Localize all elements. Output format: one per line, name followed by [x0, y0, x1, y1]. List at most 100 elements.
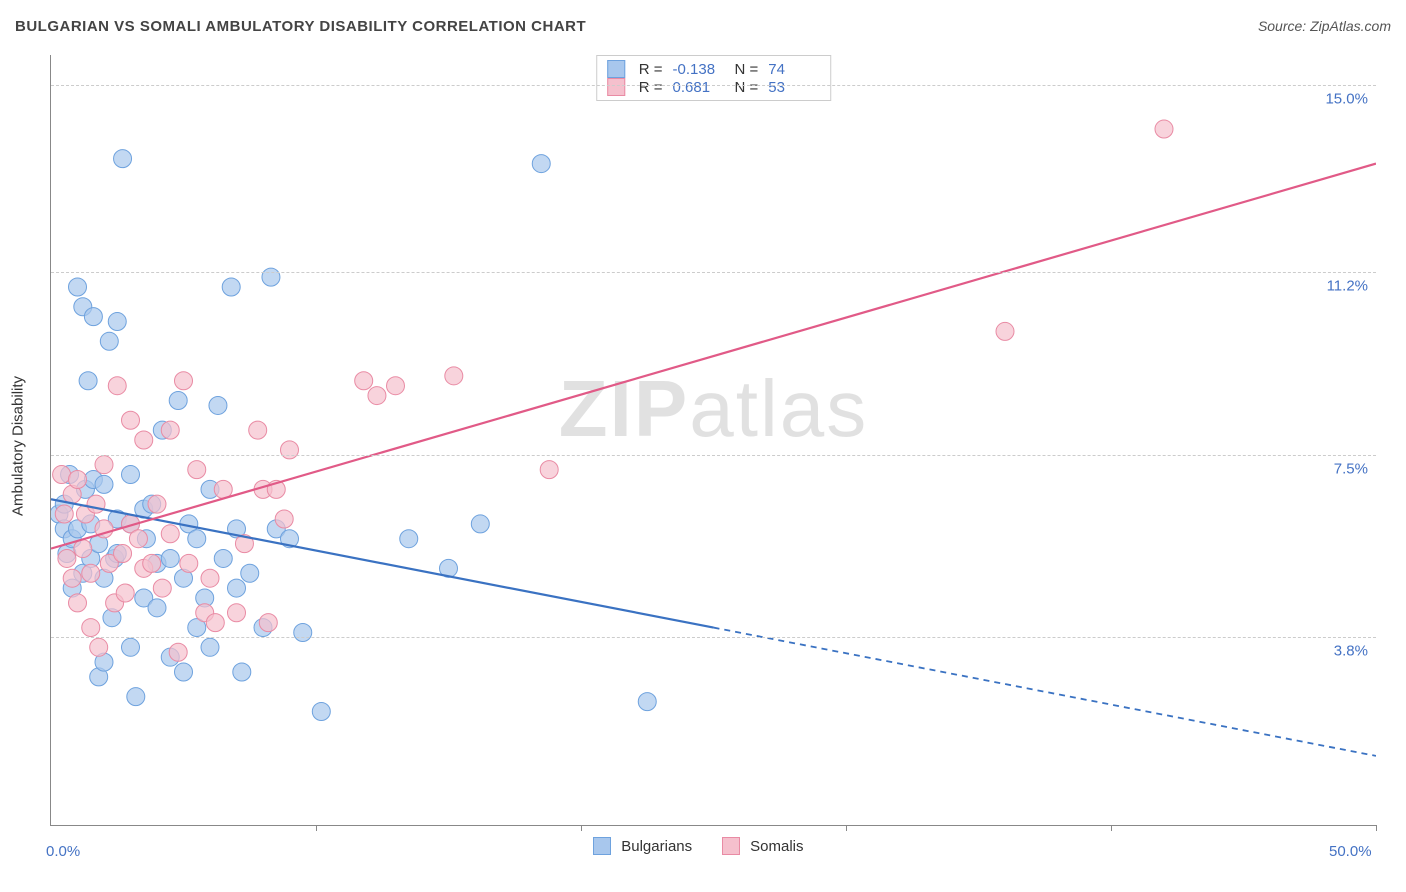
legend-swatch	[722, 837, 740, 855]
scatter-point	[228, 604, 246, 622]
scatter-point	[69, 470, 87, 488]
scatter-point	[58, 549, 76, 567]
scatter-point	[249, 421, 267, 439]
scatter-point	[63, 569, 81, 587]
scatter-point	[87, 495, 105, 513]
scatter-point	[445, 367, 463, 385]
gridline-h	[51, 272, 1376, 273]
legend-N-label: N =	[735, 79, 759, 96]
scatter-point	[53, 466, 71, 484]
scatter-point	[100, 332, 118, 350]
trend-line	[51, 164, 1376, 549]
scatter-point	[209, 396, 227, 414]
x-tick	[846, 825, 847, 831]
scatter-point	[114, 150, 132, 168]
legend-series-label: Somalis	[750, 838, 803, 855]
legend-R-value: -0.138	[673, 61, 725, 78]
legend-row: R = -0.138 N = 74	[607, 60, 821, 78]
scatter-point	[233, 663, 251, 681]
scatter-point	[201, 569, 219, 587]
scatter-point	[122, 411, 140, 429]
scatter-point	[355, 372, 373, 390]
scatter-point	[55, 505, 73, 523]
legend-correlation: R = -0.138 N = 74 R = 0.681 N = 53	[596, 55, 832, 101]
gridline-h	[51, 637, 1376, 638]
scatter-point	[95, 456, 113, 474]
scatter-point	[400, 530, 418, 548]
scatter-point	[82, 564, 100, 582]
legend-series-item: Somalis	[722, 837, 803, 855]
scatter-point	[312, 702, 330, 720]
legend-R-label: R =	[639, 61, 663, 78]
scatter-point	[188, 530, 206, 548]
scatter-point	[135, 431, 153, 449]
scatter-point	[471, 515, 489, 533]
scatter-point	[368, 387, 386, 405]
legend-series: Bulgarians Somalis	[593, 837, 803, 855]
scatter-point	[294, 624, 312, 642]
legend-R-label: R =	[639, 79, 663, 96]
scatter-point	[69, 278, 87, 296]
y-tick-label: 3.8%	[1334, 643, 1368, 660]
chart-title: BULGARIAN VS SOMALI AMBULATORY DISABILIT…	[15, 18, 586, 35]
scatter-point	[169, 392, 187, 410]
chart-svg	[51, 55, 1376, 825]
scatter-point	[214, 549, 232, 567]
scatter-point	[281, 441, 299, 459]
scatter-point	[262, 268, 280, 286]
scatter-point	[228, 579, 246, 597]
scatter-point	[259, 614, 277, 632]
y-tick-label: 7.5%	[1334, 460, 1368, 477]
scatter-point	[90, 638, 108, 656]
scatter-point	[540, 461, 558, 479]
scatter-point	[638, 693, 656, 711]
scatter-point	[275, 510, 293, 528]
scatter-point	[69, 594, 87, 612]
scatter-point	[161, 421, 179, 439]
x-tick	[1111, 825, 1112, 831]
scatter-point	[79, 372, 97, 390]
x-tick	[1376, 825, 1377, 831]
legend-series-label: Bulgarians	[621, 838, 692, 855]
gridline-h	[51, 455, 1376, 456]
y-axis-title: Ambulatory Disability	[10, 376, 27, 516]
scatter-point	[161, 525, 179, 543]
plot-area: ZIPatlas R =-0.138N =74R =0.681N =53 3.8…	[50, 55, 1376, 826]
x-tick	[581, 825, 582, 831]
scatter-point	[122, 466, 140, 484]
y-tick-label: 11.2%	[1327, 278, 1368, 295]
scatter-point	[1155, 120, 1173, 138]
scatter-point	[114, 545, 132, 563]
y-tick-label: 15.0%	[1325, 90, 1368, 107]
legend-swatch	[593, 837, 611, 855]
scatter-point	[82, 619, 100, 637]
legend-N-value: 53	[768, 79, 820, 96]
scatter-point	[84, 308, 102, 326]
scatter-point	[127, 688, 145, 706]
x-tick	[316, 825, 317, 831]
scatter-point	[222, 278, 240, 296]
legend-R-value: 0.681	[673, 79, 725, 96]
scatter-point	[143, 554, 161, 572]
trend-line-extrapolated	[714, 628, 1377, 756]
scatter-point	[201, 638, 219, 656]
scatter-point	[148, 495, 166, 513]
legend-N-label: N =	[735, 61, 759, 78]
scatter-point	[161, 549, 179, 567]
scatter-point	[206, 614, 224, 632]
scatter-point	[108, 313, 126, 331]
source-label: Source: ZipAtlas.com	[1258, 18, 1391, 34]
scatter-point	[169, 643, 187, 661]
scatter-point	[996, 322, 1014, 340]
scatter-point	[153, 579, 171, 597]
scatter-point	[129, 530, 147, 548]
gridline-h	[51, 85, 1376, 86]
scatter-point	[95, 475, 113, 493]
scatter-point	[108, 377, 126, 395]
legend-swatch	[607, 60, 625, 78]
scatter-point	[241, 564, 259, 582]
legend-swatch	[607, 78, 625, 96]
scatter-point	[148, 599, 166, 617]
x-axis-max-label: 50.0%	[1329, 843, 1372, 860]
legend-N-value: 74	[768, 61, 820, 78]
